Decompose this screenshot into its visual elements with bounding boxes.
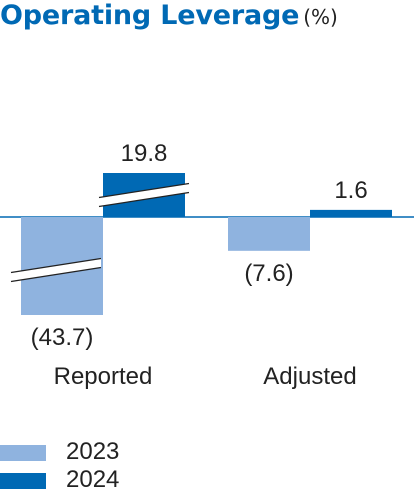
category-label-reported: Reported	[54, 363, 153, 390]
legend-swatch-2024	[0, 473, 46, 489]
legend-item-2024: 2024	[0, 467, 200, 493]
chart-title: Operating Leverage (%)	[0, 0, 338, 31]
axis-break-reported-2024-gap	[99, 183, 189, 207]
chart-title-unit: (%)	[303, 5, 338, 29]
legend-swatch-2023	[0, 445, 46, 461]
legend-item-2023: 2023	[0, 439, 200, 465]
axis-break-reported-2023-line-bottom	[10, 266, 102, 283]
axis-break-reported-2024-line-bottom	[98, 191, 190, 208]
chart-title-text: Operating Leverage	[0, 0, 300, 31]
axis-break-reported-2023-line-top	[10, 257, 102, 274]
axis-break-reported-2023-gap	[11, 258, 101, 282]
data-label-adjusted-2023: (7.6)	[244, 260, 293, 287]
bar-adjusted-2023	[228, 217, 310, 251]
bar-adjusted-2024	[310, 209, 392, 217]
axis-break-reported-2024-line-top	[98, 182, 190, 199]
data-label-adjusted-2024: 1.6	[334, 177, 367, 204]
data-label-reported-2023: (43.7)	[31, 324, 94, 351]
legend-label-2023: 2023	[66, 438, 120, 465]
legend-label-2024: 2024	[66, 466, 120, 493]
category-label-adjusted: Adjusted	[263, 363, 356, 390]
data-label-reported-2024: 19.8	[121, 140, 168, 167]
